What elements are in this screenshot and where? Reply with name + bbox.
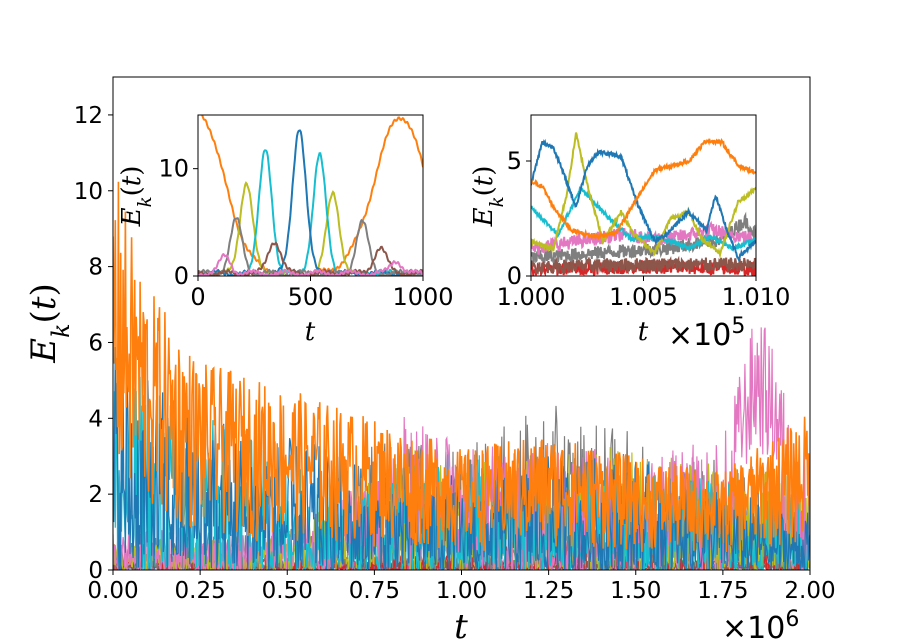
main-x-tick-label: 0.00 <box>87 578 138 604</box>
main-x-tick-label: 1.50 <box>610 578 661 604</box>
inset-right-x-tick-label: 1.010 <box>722 283 791 311</box>
inset-right-x-offset: ×105 <box>668 314 745 353</box>
main-y-tick-label: 2 <box>88 482 103 508</box>
inset-left-x-tick-label: 1000 <box>392 283 453 311</box>
inset-right-series <box>531 132 756 276</box>
inset-right-y-label: Ek(t) <box>469 166 508 228</box>
main-y-tick-label: 10 <box>74 179 103 205</box>
inset-left-y-tick-label: 10 <box>158 155 189 183</box>
inset-right-mode-blue <box>531 138 756 262</box>
main-y-tick-label: 4 <box>88 406 103 432</box>
inset-left-series <box>198 115 423 276</box>
inset-left-x-tick-label: 500 <box>288 283 334 311</box>
inset-right-x-tick-label: 1.000 <box>497 283 566 311</box>
inset-right-x-label: t <box>638 317 649 347</box>
main-x-tick-label: 1.75 <box>697 578 748 604</box>
inset-right-y-tick-label: 0 <box>507 262 522 290</box>
main-x-tick-label: 1.00 <box>436 578 487 604</box>
inset-left-x-tick-label: 0 <box>190 283 205 311</box>
main-y-tick-label: 8 <box>88 255 103 281</box>
main-x-tick-label: 0.50 <box>262 578 313 604</box>
inset-right-mode-brown <box>531 255 756 275</box>
main-x-tick-label: 0.75 <box>349 578 400 604</box>
main-y-label: Ek(t) <box>24 283 75 363</box>
inset-left-y-tick-label: 0 <box>174 262 189 290</box>
main-y-tick-label: 12 <box>74 103 103 129</box>
main-x-tick-label: 2.00 <box>784 578 835 604</box>
main-x-label: t <box>454 607 468 641</box>
series-mode-blue <box>113 346 810 570</box>
inset-left-mode-brown <box>198 241 423 276</box>
main-y-tick-label: 6 <box>88 330 103 356</box>
inset-left-mode-pink <box>198 253 423 276</box>
inset-right: 1.000 1.005 1.010 0 5 t Ek(t) ×105 <box>469 114 791 353</box>
inset-right-mode-orange <box>531 137 756 241</box>
main-x-offset: ×106 <box>722 607 799 641</box>
main-x-tick-label: 0.25 <box>175 578 226 604</box>
inset-right-mode-olive <box>531 132 756 259</box>
main-x-tick-label: 1.25 <box>523 578 574 604</box>
main-y-tick-label: 0 <box>88 558 103 584</box>
inset-left: 0 500 1000 0 10 t Ek(t) <box>117 114 454 347</box>
inset-right-x-tick-label: 1.005 <box>609 283 678 311</box>
inset-right-mode-cyan <box>531 186 756 254</box>
series-mode-orange <box>113 181 810 553</box>
main-plot: 0.00 0.25 0.50 0.75 1.00 1.25 1.50 1.75 2.00 0 2 4 6… <box>24 76 836 641</box>
inset-right-y-tick-label: 5 <box>507 147 522 175</box>
inset-left-y-label: Ek(t) <box>117 166 156 228</box>
inset-left-x-label: t <box>305 317 316 347</box>
inset-left-bg <box>198 115 423 276</box>
